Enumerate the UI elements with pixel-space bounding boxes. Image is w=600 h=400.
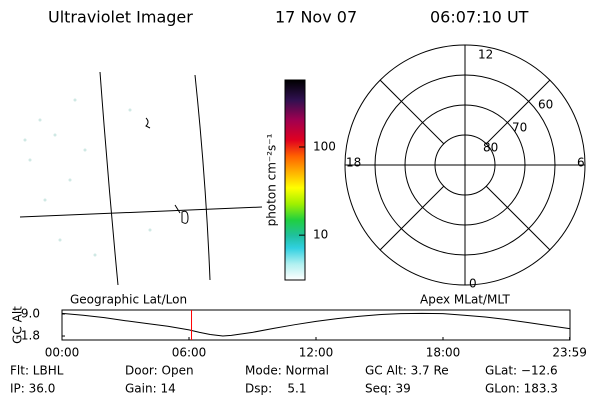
- x-tick-label: 18:00: [426, 346, 461, 360]
- y-tick-label: 9.0: [21, 306, 40, 320]
- status-field: IP: 36.0: [10, 382, 55, 396]
- image-map: [19, 71, 263, 286]
- colorbar: [284, 79, 306, 281]
- colorbar-tick-label: 100: [313, 139, 336, 153]
- lat-label: 70: [512, 121, 527, 135]
- y-axis-label: GC Alt: [11, 306, 25, 344]
- status-field: Seq: 39: [365, 382, 411, 396]
- lat-label: 60: [538, 98, 553, 112]
- status-field: Gain: 14: [125, 382, 176, 396]
- status-field: GLat: −12.6: [485, 364, 558, 378]
- status-field: Door: Open: [125, 364, 194, 378]
- annotation: Geographic Lat/Lon: [70, 293, 187, 307]
- status-field: Mode: Normal: [245, 364, 329, 378]
- title: Ultraviolet Imager: [48, 8, 193, 27]
- altitude-line: [61, 312, 570, 337]
- annotation: Apex MLat/MLT: [420, 293, 510, 307]
- colorbar-label: photon cm⁻²s⁻¹: [265, 133, 279, 226]
- plot-frame: [61, 309, 571, 341]
- x-tick-label: 06:00: [172, 346, 207, 360]
- x-tick-label: 12:00: [299, 346, 334, 360]
- y-tick-label: 1.8: [21, 329, 40, 343]
- time: 06:07:10 UT: [430, 8, 529, 27]
- status-field: Flt: LBHL: [10, 364, 64, 378]
- polar-grid: [344, 44, 586, 286]
- x-tick-label: 00:00: [45, 346, 80, 360]
- mlt-label: 6: [577, 156, 585, 170]
- status-field: GLon: 183.3: [485, 382, 558, 396]
- mlt-label: 18: [346, 156, 361, 170]
- date: 17 Nov 07: [275, 8, 357, 27]
- status-field: GC Alt: 3.7 Re: [365, 364, 449, 378]
- status-field: Dsp: 5.1: [245, 382, 307, 396]
- colorbar-tick-label: 10: [313, 228, 328, 242]
- x-tick-label: 23:59: [552, 346, 587, 360]
- mlt-label: 12: [478, 48, 493, 62]
- mlt-label: 0: [469, 277, 477, 291]
- lat-label: 80: [483, 141, 498, 155]
